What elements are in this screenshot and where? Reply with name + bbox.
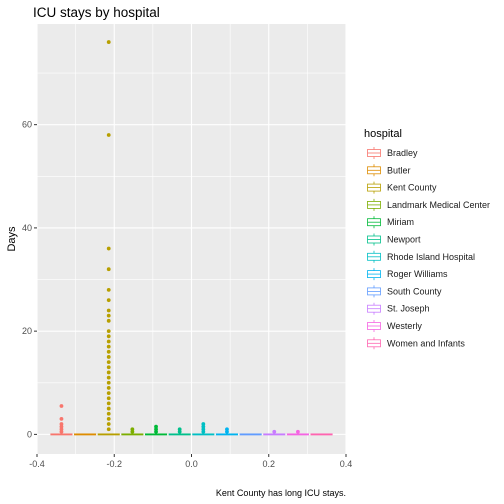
- legend-key: [366, 268, 382, 281]
- outlier-point: [59, 404, 64, 408]
- outlier-point: [106, 360, 111, 365]
- legend-key: [366, 233, 382, 246]
- outlier-point: [106, 365, 111, 370]
- outlier-point: [106, 355, 111, 359]
- outlier-point: [106, 411, 111, 416]
- y-axis: 0 20 40 60: [22, 120, 37, 439]
- y-tick-label: 40: [22, 223, 32, 233]
- outlier-point: [106, 386, 111, 390]
- y-axis-label: Days: [6, 226, 18, 252]
- outlier-point: [225, 427, 229, 432]
- y-tick-label: 60: [22, 120, 32, 130]
- legend-label: Miriam: [387, 217, 414, 227]
- legend-label: Rhode Island Hospital: [387, 252, 475, 262]
- outlier-point: [59, 416, 64, 421]
- x-tick-label: 0.4: [340, 459, 353, 469]
- outlier-point: [106, 375, 111, 380]
- outlier-point: [106, 344, 111, 349]
- legend-key: [366, 181, 382, 194]
- legend-label: Women and Infants: [387, 338, 465, 348]
- outlier-point: [106, 416, 111, 421]
- boxplot-miriam: [144, 424, 168, 436]
- boxplot-landmark-medical-center: [121, 427, 144, 436]
- boxplot-st-joseph: [263, 429, 286, 436]
- outlier-point: [106, 406, 111, 411]
- outlier-point: [106, 313, 111, 318]
- legend-key: [366, 147, 382, 159]
- outlier-point: [177, 427, 182, 432]
- outlier-point: [106, 370, 111, 375]
- legend-label: Landmark Medical Center: [387, 200, 490, 210]
- legend-label: South County: [387, 286, 442, 296]
- outlier-point: [201, 422, 206, 426]
- outlier-point: [106, 422, 111, 426]
- outlier-point: [106, 246, 111, 251]
- legend-label: St. Joseph: [387, 304, 430, 314]
- boxplot-rhode-island-hospital: [192, 422, 215, 436]
- legend-key: [366, 250, 382, 263]
- legend-label: Bradley: [387, 148, 418, 158]
- outlier-point: [106, 298, 111, 303]
- chart-caption: Kent County has long ICU stays.: [216, 488, 346, 498]
- x-tick-label: 0.2: [262, 459, 275, 469]
- outlier-point: [106, 267, 111, 272]
- legend: hospital Bradley Butler Kent County Landmar…: [364, 128, 490, 350]
- legend-key: [366, 302, 382, 315]
- outlier-point: [106, 308, 111, 313]
- x-axis: -0.4 -0.2 0.0 0.2 0.4: [29, 454, 352, 469]
- outlier-point: [106, 133, 111, 137]
- y-tick-label: 0: [27, 429, 32, 439]
- outlier-point: [106, 329, 111, 334]
- outlier-point: [106, 287, 111, 292]
- boxplots: [50, 40, 333, 436]
- outlier-point: [106, 334, 111, 339]
- x-tick-label: -0.2: [106, 459, 122, 469]
- outlier-point: [106, 396, 111, 401]
- y-tick-label: 20: [22, 326, 32, 336]
- legend-title: hospital: [364, 128, 402, 140]
- outlier-point: [272, 429, 277, 434]
- boxplot-kent-county: [97, 40, 120, 436]
- boxplot-westerly: [286, 429, 309, 436]
- outlier-point: [106, 427, 111, 432]
- outlier-point: [154, 424, 158, 429]
- grid: [36, 24, 347, 454]
- legend-label: Westerly: [387, 321, 422, 331]
- legend-label: Newport: [387, 235, 421, 245]
- legend-label: Roger Williams: [387, 269, 448, 279]
- legend-key: [366, 164, 382, 177]
- legend-key: [366, 198, 382, 211]
- outlier-point: [106, 401, 111, 406]
- chart-title: ICU stays by hospital: [33, 5, 160, 20]
- legend-key: [366, 337, 382, 350]
- boxplot-roger-williams: [215, 427, 239, 436]
- outlier-point: [106, 391, 111, 395]
- legend-key: [366, 216, 382, 229]
- x-tick-label: -0.4: [29, 459, 45, 469]
- outlier-point: [106, 40, 111, 44]
- outlier-point: [106, 339, 111, 344]
- outlier-point: [106, 349, 111, 354]
- legend-label: Butler: [387, 165, 411, 175]
- boxplot-women-and-infants: [310, 433, 333, 436]
- boxplot-newport: [168, 427, 191, 436]
- outlier-point: [106, 318, 111, 323]
- x-tick-label: 0.0: [185, 459, 198, 469]
- outlier-point: [106, 380, 111, 385]
- boxplot-butler: [74, 433, 97, 436]
- legend-key: [366, 285, 382, 298]
- boxplot-south-county: [239, 433, 262, 436]
- legend-key: [366, 320, 382, 332]
- boxplot-bradley: [50, 404, 73, 436]
- outlier-point: [59, 422, 64, 426]
- outlier-point: [296, 429, 300, 434]
- outlier-point: [130, 427, 135, 432]
- legend-label: Kent County: [387, 183, 437, 193]
